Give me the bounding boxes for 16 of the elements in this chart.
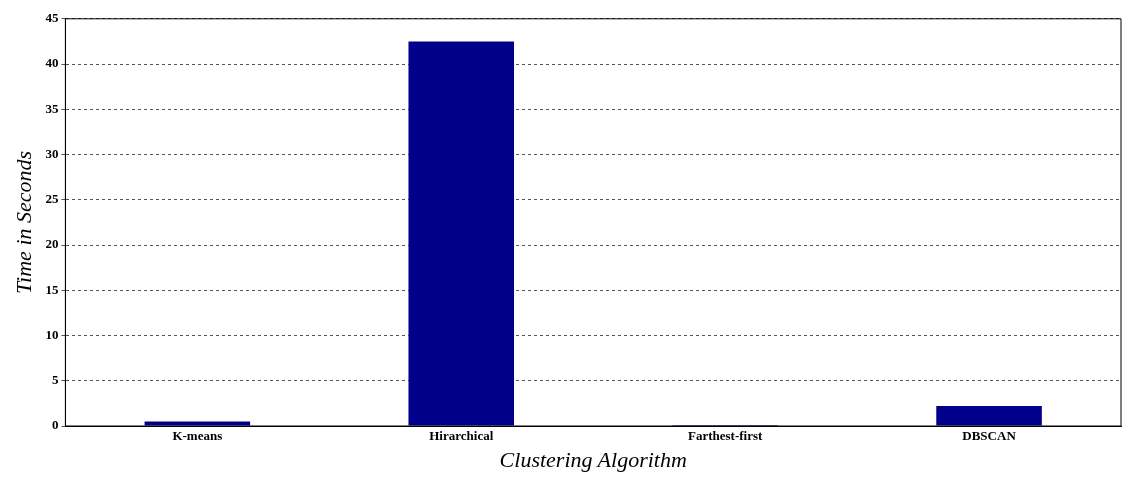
x-tick-label: DBSCAN — [962, 428, 1017, 444]
y-tick-label: 30 — [45, 145, 59, 161]
y-tick-label: 5 — [51, 372, 59, 388]
y-tick-label: 20 — [45, 236, 59, 252]
y-tick-label: 10 — [45, 326, 59, 342]
y-tick-label: 40 — [45, 55, 59, 71]
x-tick-label: Hirarchical — [429, 428, 494, 444]
y-axis-title: Time in Seconds — [10, 150, 36, 294]
x-tick-label: Farthest-first — [687, 428, 763, 444]
x-tick-label: K-means — [172, 428, 223, 444]
y-tick-label: 45 — [45, 10, 59, 26]
x-axis-title: Clustering Algorithm — [499, 446, 687, 472]
y-tick-label: 35 — [45, 100, 59, 116]
y-tick-label: 0 — [51, 417, 59, 433]
y-tick-label: 15 — [45, 281, 59, 297]
y-tick-label: 25 — [45, 191, 59, 207]
